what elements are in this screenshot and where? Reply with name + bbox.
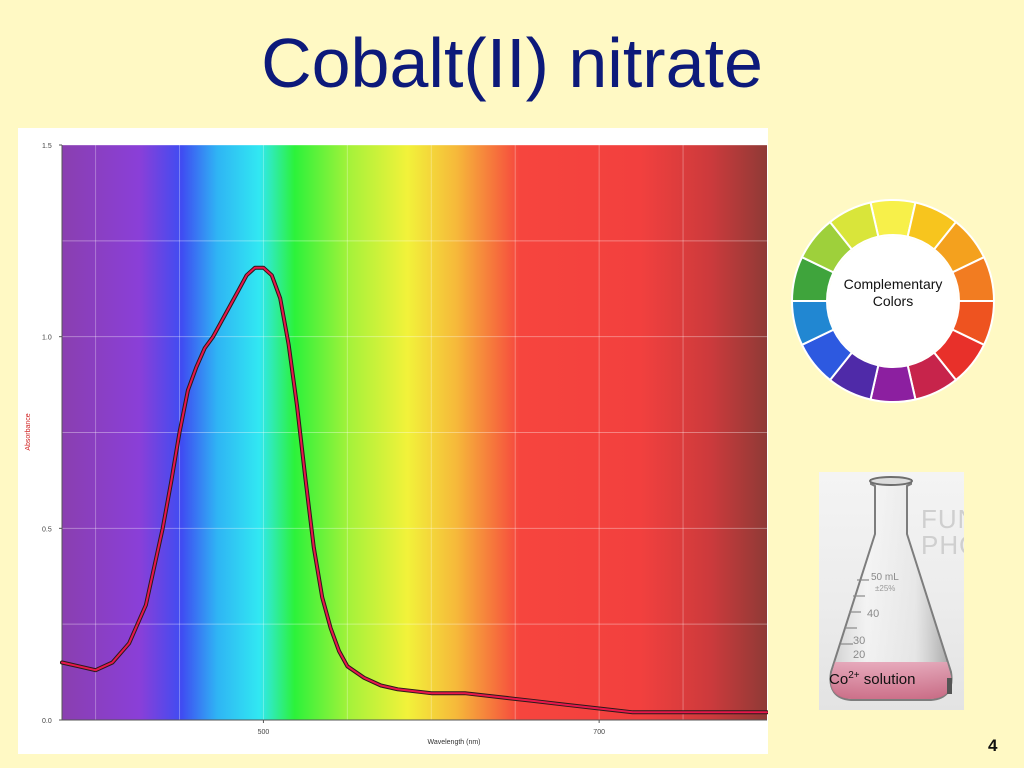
data-point [220,320,223,323]
y-tick-label: 1.0 [42,335,52,342]
volume-mark-tolerance: ±25% [875,584,895,593]
data-point [262,266,265,269]
flask-shadow-mark [947,678,952,694]
data-point [766,711,768,714]
x-tick-label: 500 [258,729,270,736]
flask-rim [869,476,913,486]
data-point [396,688,399,691]
data-point [111,661,114,664]
absorbance-spectrum-chart: 0.0 0.5 1.0 1.5 500 700 Wavelength (nm) Absor… [18,128,768,754]
data-point [346,665,349,668]
data-point [304,477,307,480]
data-point [237,289,240,292]
data-point [170,481,172,484]
data-point [598,707,600,710]
data-point [203,347,206,349]
data-point [245,274,248,277]
data-point [178,431,181,434]
flask-caption: Co2+ solution [829,670,916,688]
data-point [321,596,323,599]
color-wheel-label-line1: Complementary [843,276,943,292]
data-point [732,711,735,714]
data-point [128,642,130,645]
x-axis-label: Wavelength (nm) [427,739,480,746]
volume-mark-50: 50 mL [871,572,899,583]
data-point [145,604,147,606]
page-number: 4 [988,736,998,755]
flask-glass [829,479,953,701]
data-point [287,343,290,346]
data-point [338,650,340,652]
data-point [61,661,63,664]
data-point [564,703,567,706]
color-wheel-center [828,236,958,366]
y-tick-label: 0.0 [42,718,52,725]
data-point [94,669,97,671]
complementary-color-wheel: Complementary Colors [788,196,998,406]
data-point [329,627,332,629]
pink-solution [830,662,952,699]
y-tick-label: 0.5 [42,526,52,533]
data-point [77,665,80,668]
data-point [279,297,282,300]
volume-mark-40: 40 [867,608,879,620]
data-point [254,266,256,269]
chart-canvas: 0.0 0.5 1.0 1.5 500 700 Wavelength (nm) Absor… [25,143,768,746]
data-point [665,711,668,714]
data-point [497,696,500,698]
data-point [229,305,231,307]
data-point [699,711,701,714]
y-tick-label: 1.5 [42,143,52,150]
data-point [212,335,214,338]
color-wheel-label-line2: Colors [872,293,914,309]
data-point [464,692,466,694]
volume-graduations [841,579,869,645]
erlenmeyer-flask: 50 mL ±25% 40 30 20 [829,476,953,701]
data-point [195,366,198,369]
volume-mark-20: 20 [853,649,865,661]
color-wheel-segment [828,201,880,251]
data-point [531,700,533,702]
slide-title: Cobalt(II) nitrate [261,24,763,102]
photo-watermark: FUN PHO [921,504,964,560]
volume-mark-30: 30 [853,635,865,647]
data-point [363,677,365,679]
data-point [271,274,273,277]
data-point [187,389,189,392]
flask-photo: FUN PHO 50 mL ±25% 40 [819,472,964,710]
data-point [430,692,433,694]
data-point [296,404,298,407]
color-wheel-label: Complementary Colors [828,276,958,310]
data-point [631,711,634,714]
y-axis-label: Absorbance [25,413,32,450]
data-point [161,527,164,530]
data-point [380,684,382,687]
data-point [312,546,315,549]
x-tick-label: 700 [593,729,605,736]
